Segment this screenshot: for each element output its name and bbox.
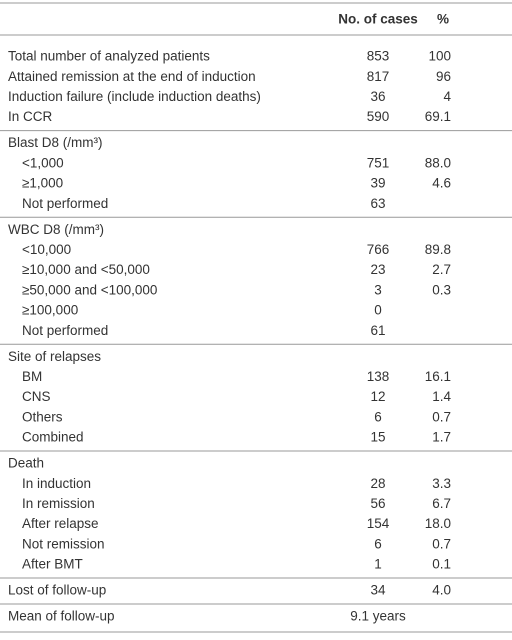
percent-cell: 4.0 bbox=[432, 583, 451, 598]
row-label: Total number of analyzed patients bbox=[8, 49, 210, 64]
percent-cell: 100 bbox=[428, 49, 451, 64]
cases-cell: 15 bbox=[370, 430, 385, 445]
row-label: Lost of follow-up bbox=[8, 583, 106, 598]
cases-cell: 56 bbox=[370, 496, 385, 511]
cases-cell: 853 bbox=[367, 49, 390, 64]
percent-cell: 89.8 bbox=[425, 242, 451, 257]
row-label: ≥10,000 and <50,000 bbox=[22, 262, 150, 277]
group-title: Site of relapses bbox=[8, 349, 101, 364]
cases-cell: 6 bbox=[374, 536, 382, 551]
percent-cell: 0.1 bbox=[432, 557, 451, 572]
row-label: Combined bbox=[22, 430, 84, 445]
cases-cell: 1 bbox=[374, 557, 382, 572]
row-label: <1,000 bbox=[22, 155, 64, 170]
row-label: After relapse bbox=[22, 516, 99, 531]
cases-cell: 23 bbox=[370, 262, 385, 277]
row-label: ≥100,000 bbox=[22, 303, 78, 318]
percent-cell: 18.0 bbox=[425, 516, 451, 531]
percent-cell: 3.3 bbox=[432, 476, 451, 491]
percent-cell: 2.7 bbox=[432, 262, 451, 277]
cases-cell: 751 bbox=[367, 155, 390, 170]
row-label: CNS bbox=[22, 389, 51, 404]
percent-cell: 6.7 bbox=[432, 496, 451, 511]
cases-cell: 34 bbox=[370, 583, 386, 598]
percent-cell: 69.1 bbox=[425, 109, 451, 124]
percent-cell: 0.7 bbox=[432, 409, 451, 424]
percent-cell: 88.0 bbox=[425, 155, 451, 170]
row-label: Not performed bbox=[22, 323, 108, 338]
cases-cell: 28 bbox=[370, 476, 385, 491]
cases-cell: 766 bbox=[367, 242, 390, 257]
row-label: ≥1,000 bbox=[22, 176, 63, 191]
group-title: WBC D8 (/mm³) bbox=[8, 222, 104, 237]
percent-cell: 1.4 bbox=[432, 389, 451, 404]
row-label: Not remission bbox=[22, 536, 105, 551]
group-title: Death bbox=[8, 456, 44, 471]
row-label: In remission bbox=[22, 496, 95, 511]
row-label: Attained remission at the end of inducti… bbox=[8, 69, 256, 84]
row-label: In CCR bbox=[8, 109, 53, 124]
percent-cell: 1.7 bbox=[432, 430, 451, 445]
cases-cell: 0 bbox=[374, 303, 382, 318]
column-header: % bbox=[437, 12, 449, 27]
column-header: No. of cases bbox=[338, 12, 418, 27]
row-label: BM bbox=[22, 369, 42, 384]
group-title: Blast D8 (/mm³) bbox=[8, 135, 103, 150]
percent-cell: 16.1 bbox=[425, 369, 451, 384]
cases-cell: 39 bbox=[370, 176, 385, 191]
cases-cell: 61 bbox=[370, 323, 385, 338]
row-label: Mean of follow-up bbox=[8, 609, 115, 624]
percent-cell: 0.3 bbox=[432, 282, 451, 297]
row-label: Others bbox=[22, 409, 63, 424]
row-label: Not performed bbox=[22, 196, 108, 211]
row-label: After BMT bbox=[22, 557, 83, 572]
row-label: Induction failure (include induction dea… bbox=[8, 89, 261, 104]
cases-cell: 590 bbox=[367, 109, 390, 124]
cases-cell: 817 bbox=[367, 69, 390, 84]
percent-cell: 0.7 bbox=[432, 536, 451, 551]
cases-cell: 9.1 years bbox=[350, 609, 406, 624]
cases-cell: 138 bbox=[367, 369, 390, 384]
cases-cell: 12 bbox=[370, 389, 385, 404]
row-label: ≥50,000 and <100,000 bbox=[22, 282, 157, 297]
row-label: In induction bbox=[22, 476, 91, 491]
cases-cell: 154 bbox=[367, 516, 390, 531]
percent-cell: 4 bbox=[443, 89, 451, 104]
row-label: <10,000 bbox=[22, 242, 71, 257]
cases-cell: 63 bbox=[370, 196, 385, 211]
percent-cell: 96 bbox=[436, 69, 451, 84]
percent-cell: 4.6 bbox=[432, 176, 451, 191]
cases-cell: 36 bbox=[370, 89, 385, 104]
cases-cell: 6 bbox=[374, 409, 382, 424]
cases-cell: 3 bbox=[374, 282, 382, 297]
